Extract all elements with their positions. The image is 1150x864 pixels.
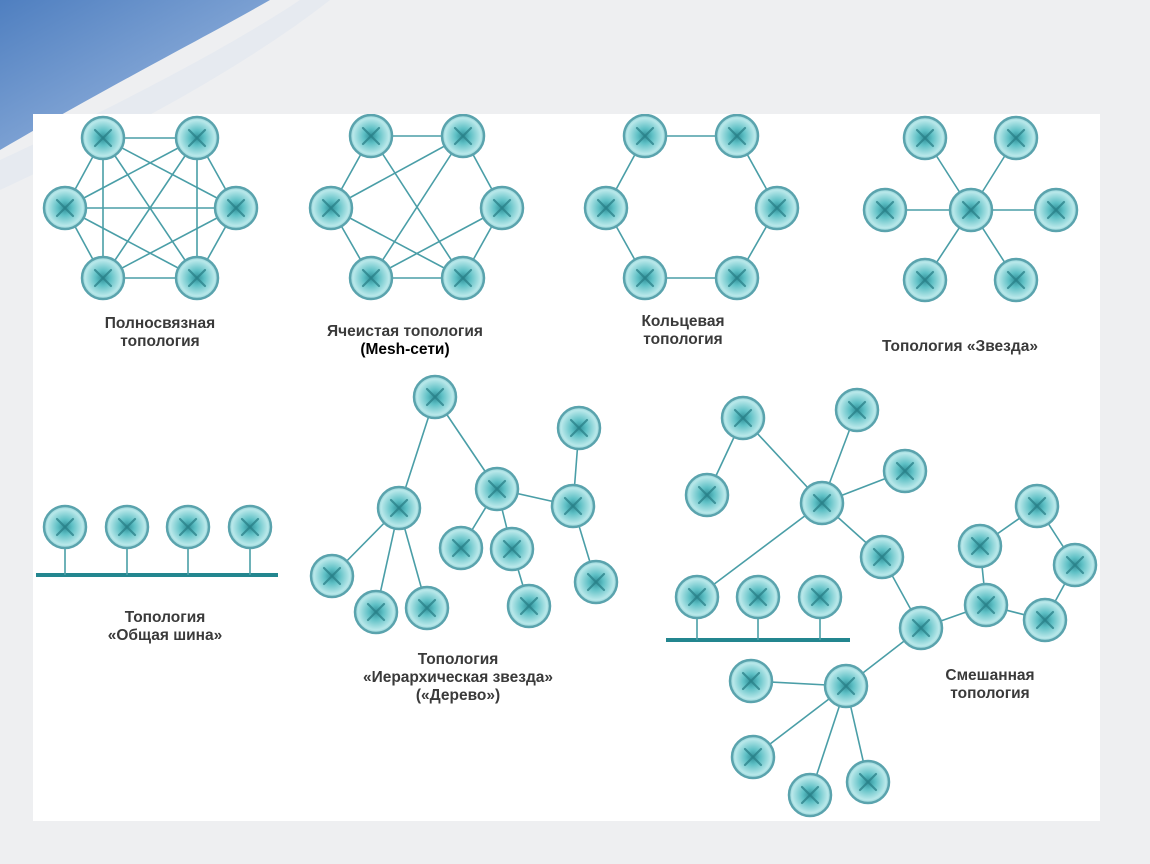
network-node-icon bbox=[174, 255, 220, 301]
network-node-icon bbox=[174, 115, 220, 161]
topology-link bbox=[370, 135, 464, 279]
network-node-icon bbox=[213, 185, 259, 231]
network-node-icon bbox=[104, 504, 150, 550]
network-node-icon bbox=[308, 185, 354, 231]
network-node-icon bbox=[735, 574, 781, 620]
topology-link bbox=[64, 137, 198, 209]
network-node-icon bbox=[404, 585, 450, 631]
topology-link bbox=[370, 207, 503, 279]
network-node-icon bbox=[882, 448, 928, 494]
network-node-icon bbox=[902, 115, 948, 161]
network-node-icon bbox=[309, 553, 355, 599]
label-tree: Топология «Иерархическая звезда» («Дерев… bbox=[328, 651, 588, 705]
label-line: «Иерархическая звезда» bbox=[362, 669, 554, 686]
label-mesh: Ячеистая топология (Mesh-сети) bbox=[305, 323, 505, 359]
topology-link bbox=[330, 135, 464, 209]
network-node-icon bbox=[1022, 597, 1068, 643]
diagram-panel: Полносвязная топология Ячеистая топологи… bbox=[33, 114, 1100, 821]
network-node-icon bbox=[963, 582, 1009, 628]
label-line: Топология bbox=[417, 651, 499, 668]
label-star: Топология «Звезда» bbox=[855, 338, 1065, 356]
network-node-icon bbox=[474, 466, 520, 512]
label-line: топология bbox=[120, 333, 200, 350]
label-line: «Общая шина» bbox=[107, 627, 223, 644]
network-node-icon bbox=[1052, 542, 1098, 588]
network-node-icon bbox=[823, 663, 869, 709]
network-node-icon bbox=[862, 187, 908, 233]
network-node-icon bbox=[376, 485, 422, 531]
network-node-icon bbox=[1014, 483, 1060, 529]
network-node-icon bbox=[622, 114, 668, 159]
label-bus: Топология «Общая шина» bbox=[80, 609, 250, 645]
label-line: Ячеистая топология bbox=[327, 323, 483, 340]
label-mixed: Смешанная топология bbox=[920, 667, 1060, 703]
network-node-icon bbox=[583, 185, 629, 231]
network-node-icon bbox=[42, 185, 88, 231]
label-line: Смешанная bbox=[945, 667, 1035, 684]
network-node-icon bbox=[728, 658, 774, 704]
network-node-icon bbox=[859, 534, 905, 580]
network-node-icon bbox=[489, 526, 535, 572]
label-line: («Дерево») bbox=[415, 687, 501, 704]
network-node-icon bbox=[440, 114, 486, 159]
network-node-icon bbox=[438, 525, 484, 571]
network-node-icon bbox=[902, 257, 948, 303]
label-line: топология bbox=[643, 331, 723, 348]
label-line: (Mesh-сети) bbox=[360, 341, 450, 358]
topology-diagram bbox=[36, 114, 1098, 818]
network-node-icon bbox=[730, 734, 776, 780]
network-node-icon bbox=[898, 605, 944, 651]
network-node-icon bbox=[1033, 187, 1079, 233]
network-node-icon bbox=[506, 583, 552, 629]
network-node-icon bbox=[80, 115, 126, 161]
label-ring: Кольцевая топология bbox=[618, 313, 748, 349]
network-node-icon bbox=[797, 574, 843, 620]
topology-link bbox=[330, 207, 464, 279]
network-node-icon bbox=[165, 504, 211, 550]
label-line: Топология bbox=[124, 609, 206, 626]
network-node-icon bbox=[479, 185, 525, 231]
network-node-icon bbox=[573, 559, 619, 605]
topology-link bbox=[102, 207, 237, 279]
label-line: Топология «Звезда» bbox=[882, 338, 1038, 355]
network-node-icon bbox=[556, 405, 602, 451]
network-node-icon bbox=[845, 759, 891, 805]
network-node-icon bbox=[622, 255, 668, 301]
network-node-icon bbox=[550, 483, 596, 529]
network-node-icon bbox=[993, 257, 1039, 303]
topology-link bbox=[64, 207, 198, 279]
label-line: Кольцевая bbox=[641, 313, 725, 330]
corner-accent-shape bbox=[0, 0, 270, 150]
network-node-icon bbox=[80, 255, 126, 301]
topology-link bbox=[102, 137, 237, 209]
network-node-icon bbox=[714, 114, 760, 159]
network-node-icon bbox=[353, 589, 399, 635]
network-node-icon bbox=[799, 480, 845, 526]
network-node-icon bbox=[754, 185, 800, 231]
network-node-icon bbox=[412, 374, 458, 420]
network-node-icon bbox=[348, 114, 394, 159]
network-node-icon bbox=[714, 255, 760, 301]
network-node-icon bbox=[674, 574, 720, 620]
network-node-icon bbox=[834, 387, 880, 433]
network-node-icon bbox=[42, 504, 88, 550]
label-full-mesh: Полносвязная топология bbox=[80, 315, 240, 351]
network-node-icon bbox=[720, 395, 766, 441]
label-line: топология bbox=[950, 685, 1030, 702]
network-node-icon bbox=[440, 255, 486, 301]
network-node-icon bbox=[993, 115, 1039, 161]
network-node-icon bbox=[957, 523, 1003, 569]
network-node-icon bbox=[348, 255, 394, 301]
topology-link bbox=[696, 502, 823, 598]
network-node-icon bbox=[227, 504, 273, 550]
network-node-icon bbox=[948, 187, 994, 233]
network-node-icon bbox=[684, 472, 730, 518]
label-line: Полносвязная bbox=[104, 315, 216, 332]
network-node-icon bbox=[787, 772, 833, 818]
